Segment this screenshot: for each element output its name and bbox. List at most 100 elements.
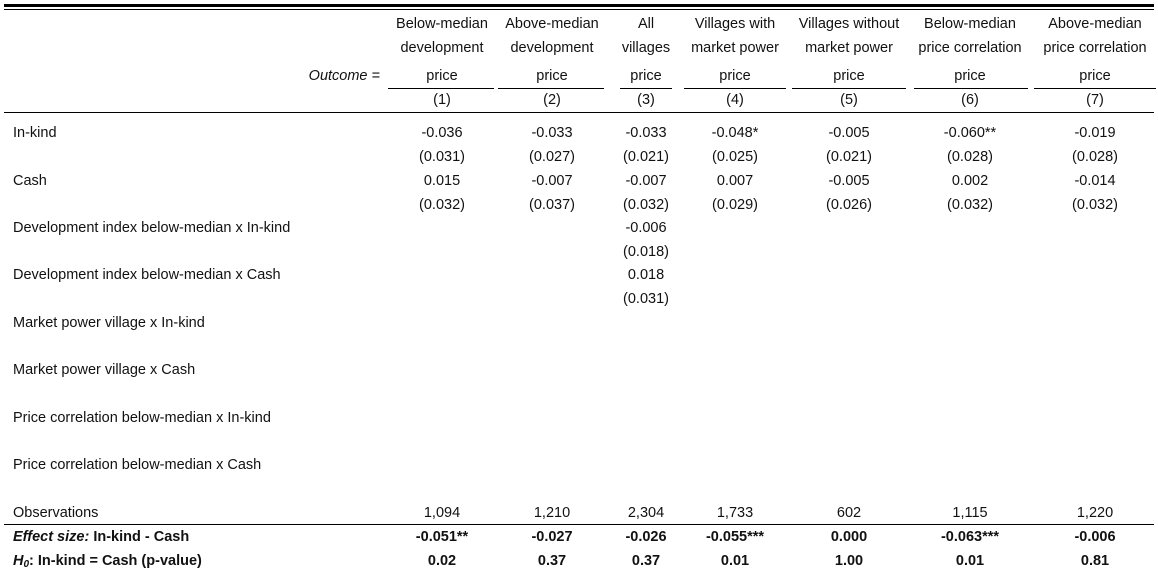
h0-subscript: 0 xyxy=(23,559,30,570)
observations-cell: 2,304 xyxy=(627,505,665,521)
se-cell: (0.028) xyxy=(1072,149,1118,165)
row-label: Cash xyxy=(13,173,47,189)
column-outcome: price xyxy=(1079,68,1111,84)
column-number: (3) xyxy=(637,92,655,108)
column-title-line1: Above-median xyxy=(505,16,599,32)
coef-cell: -0.033 xyxy=(531,125,573,141)
h0-cell: 0.01 xyxy=(720,553,750,569)
coef-cell: -0.005 xyxy=(828,125,870,141)
effect-size-label: Effect size: In-kind - Cash xyxy=(13,527,189,547)
column-title-line1: Below-median xyxy=(396,16,488,32)
coef-cell: -0.007 xyxy=(531,173,573,189)
coef-cell: -0.036 xyxy=(421,125,463,141)
h0-cell: 0.02 xyxy=(427,553,457,569)
se-cell: (0.025) xyxy=(712,149,758,165)
column-title-line2: villages xyxy=(621,40,671,56)
column-title-line2: price correlation xyxy=(918,40,1022,56)
column-title-line1: Villages without xyxy=(798,16,900,32)
coef-cell: -0.006 xyxy=(625,220,667,236)
column-underline xyxy=(1034,88,1156,89)
coef-cell: 0.007 xyxy=(716,173,754,189)
se-cell: (0.021) xyxy=(826,149,872,165)
coef-cell: -0.048* xyxy=(711,125,759,141)
se-cell: (0.032) xyxy=(947,197,993,213)
column-title-line2: market power xyxy=(805,40,893,56)
outcome-label: Outcome = xyxy=(308,68,380,84)
column-outcome: price xyxy=(536,68,568,84)
effect-size-cell: 0.000 xyxy=(830,529,868,545)
column-title-line2: market power xyxy=(691,40,779,56)
column-underline xyxy=(792,88,906,89)
coef-cell: -0.007 xyxy=(625,173,667,189)
row-label: Development index below-median x Cash xyxy=(13,267,281,283)
observations-cell: 1,094 xyxy=(423,505,461,521)
coef-cell: 0.002 xyxy=(951,173,989,189)
coef-cell: -0.019 xyxy=(1074,125,1116,141)
h0-label-rest: : In-kind = Cash (p-value) xyxy=(29,553,202,569)
h0-cell: 0.37 xyxy=(537,553,567,569)
column-underline xyxy=(498,88,604,89)
column-title-line2: price correlation xyxy=(1043,40,1147,56)
row-label: Market power village x In-kind xyxy=(13,315,205,331)
column-underline xyxy=(388,88,494,89)
effect-size-cell: -0.026 xyxy=(625,529,667,545)
observations-rule xyxy=(4,524,1154,525)
column-outcome: price xyxy=(719,68,751,84)
column-outcome: price xyxy=(630,68,662,84)
column-underline xyxy=(620,88,672,89)
effect-size-cell: -0.051** xyxy=(415,529,469,545)
effect-size-cell: -0.055*** xyxy=(705,529,765,545)
effect-size-cell: -0.027 xyxy=(531,529,573,545)
coef-cell: 0.018 xyxy=(627,267,665,283)
column-number: (4) xyxy=(726,92,744,108)
observations-cell: 1,210 xyxy=(533,505,571,521)
se-cell: (0.037) xyxy=(529,197,575,213)
coef-cell: -0.033 xyxy=(625,125,667,141)
column-title-line2: development xyxy=(510,40,594,56)
column-outcome: price xyxy=(954,68,986,84)
column-title-line1: All xyxy=(637,16,655,32)
coef-cell: -0.060** xyxy=(943,125,997,141)
column-title-line1: Below-median xyxy=(924,16,1016,32)
h0-letter: H xyxy=(13,553,24,569)
effect-size-cell: -0.063*** xyxy=(940,529,1000,545)
se-cell: (0.018) xyxy=(623,244,669,260)
column-title-line1: Villages with xyxy=(694,16,776,32)
se-cell: (0.032) xyxy=(1072,197,1118,213)
column-outcome: price xyxy=(833,68,865,84)
column-number: (2) xyxy=(543,92,561,108)
se-cell: (0.032) xyxy=(419,197,465,213)
effect-size-label-italic: Effect size: xyxy=(13,529,90,545)
effect-size-cell: -0.006 xyxy=(1074,529,1116,545)
column-outcome: price xyxy=(426,68,458,84)
h0-label: H0: In-kind = Cash (p-value) xyxy=(13,551,202,575)
column-title-line2: development xyxy=(400,40,484,56)
se-cell: (0.032) xyxy=(623,197,669,213)
column-title-line1: Above-median xyxy=(1048,16,1142,32)
coef-cell: 0.015 xyxy=(423,173,461,189)
se-cell: (0.027) xyxy=(529,149,575,165)
coef-cell: -0.014 xyxy=(1074,173,1116,189)
column-number: (5) xyxy=(840,92,858,108)
top-rule-thick xyxy=(4,4,1154,7)
se-cell: (0.031) xyxy=(623,291,669,307)
column-number: (1) xyxy=(433,92,451,108)
top-rule-thin xyxy=(4,9,1154,10)
h0-cell: 0.81 xyxy=(1080,553,1110,569)
column-underline xyxy=(914,88,1028,89)
row-label: Market power village x Cash xyxy=(13,362,196,378)
column-underline xyxy=(684,88,786,89)
se-cell: (0.028) xyxy=(947,149,993,165)
observations-cell: 1,733 xyxy=(716,505,754,521)
column-number: (7) xyxy=(1086,92,1104,108)
row-label: Price correlation below-median x In-kind xyxy=(13,410,271,426)
h0-cell: 0.37 xyxy=(631,553,661,569)
row-label: In-kind xyxy=(13,125,57,141)
observations-label: Observations xyxy=(13,505,99,521)
h0-cell: 1.00 xyxy=(834,553,864,569)
se-cell: (0.031) xyxy=(419,149,465,165)
header-rule xyxy=(4,112,1154,113)
row-label: Price correlation below-median x Cash xyxy=(13,457,262,473)
se-cell: (0.021) xyxy=(623,149,669,165)
observations-cell: 602 xyxy=(836,505,862,521)
